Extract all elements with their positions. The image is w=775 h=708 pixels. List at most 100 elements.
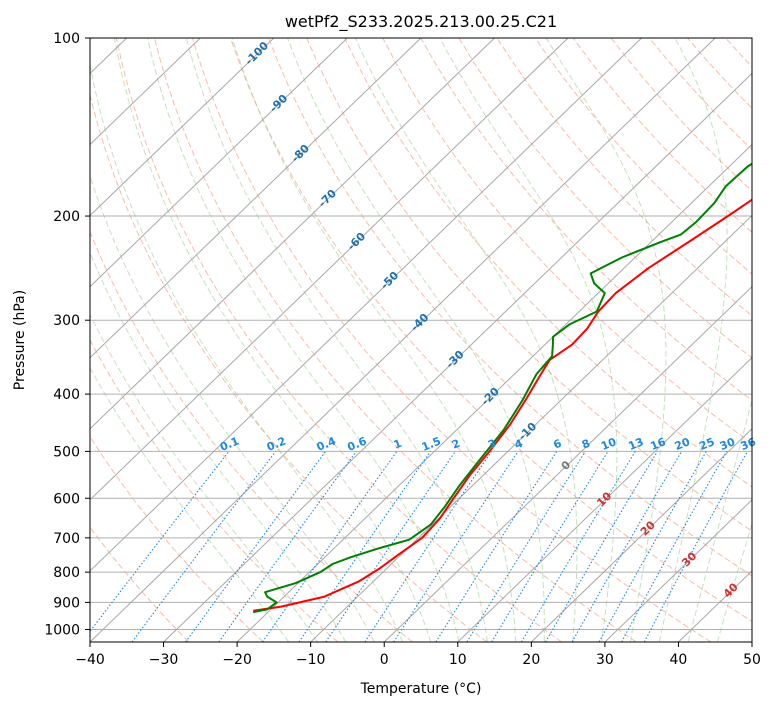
mixing-ratio-label: 1: [392, 437, 404, 452]
moist-adiabat: [231, 38, 517, 642]
moist-adiabat: [147, 38, 460, 642]
mixing-ratio-line: [298, 451, 432, 642]
dry-adiabat: [90, 230, 413, 642]
mixing-ratio-line: [598, 451, 707, 642]
dry-adiabat: [230, 38, 752, 622]
y-tick-label: 700: [53, 531, 80, 547]
x-tick-label: −20: [222, 652, 252, 668]
mixing-ratio-line: [185, 451, 327, 642]
mixing-ratio-label: 10: [599, 435, 618, 453]
isotherm-gridline: [457, 357, 752, 642]
dry-adiabat: [90, 435, 264, 642]
moist-adiabat: [90, 61, 404, 642]
dry-adiabat: [764, 38, 775, 642]
dry-adiabat: [496, 38, 752, 317]
moist-adiabat: [545, 38, 667, 642]
isotherm-gridline: [751, 641, 752, 642]
mixing-ratio-label: 8: [580, 437, 592, 452]
mixing-ratio-label: 20: [673, 435, 692, 453]
mixing-ratio-line: [621, 451, 728, 642]
plot-frame: [89, 37, 753, 643]
isotherm-gridline: [310, 214, 752, 642]
y-axis-label: Pressure (hPa): [12, 290, 28, 390]
dry-adiabat: [153, 38, 637, 642]
isotherm-gridline: [90, 38, 201, 146]
isotherm-gridline: [90, 38, 569, 501]
moist-adiabat: [90, 251, 347, 642]
isotherm-gridline: [90, 38, 348, 288]
dry-adiabat: [90, 92, 488, 642]
y-tick-label: 500: [53, 444, 80, 460]
y-tick-label: 200: [53, 209, 80, 225]
x-tick-label: −10: [296, 652, 326, 668]
mixing-ratio-label: 2: [450, 437, 462, 452]
x-tick-label: 0: [380, 652, 389, 668]
dry-adiabat: [344, 38, 752, 488]
isotherm-gridline: [90, 38, 642, 572]
isotherm-gridline: [90, 38, 275, 217]
mixing-ratio-line: [262, 451, 398, 642]
isotherm-gridline: [383, 285, 752, 642]
y-tick-label: 100: [53, 31, 80, 47]
mixing-ratio-line: [435, 451, 558, 642]
plot-background: [90, 38, 752, 642]
y-tick-label: 800: [53, 565, 80, 581]
moist-adiabat: [687, 398, 752, 642]
mixing-ratio-label: 30: [718, 435, 737, 453]
y-tick-label: 300: [53, 313, 80, 329]
moist-adiabat: [113, 38, 432, 642]
dry-adiabat: [90, 338, 339, 642]
moist-adiabat: [287, 38, 545, 642]
mixing-ratio-line: [90, 451, 230, 633]
isotherm-gridline: [530, 428, 752, 642]
mixing-ratio-line: [643, 451, 748, 642]
moist-adiabat: [354, 38, 578, 642]
moist-adiabat: [658, 38, 728, 642]
mixing-ratio-label: 3: [486, 437, 498, 452]
grid-layer: [90, 38, 775, 642]
x-axis: −40 −30 −20 −10 0 10 20 30 40 50: [75, 642, 761, 668]
dry-adiabat: [420, 38, 752, 402]
y-tick-label: 1000: [44, 622, 80, 638]
mixing-ratio-line: [393, 451, 519, 642]
isotherm-gridline: [90, 38, 422, 359]
isotherm-gridline: [604, 499, 752, 642]
mixing-ratio-line: [491, 451, 609, 642]
dewpoint-line: [253, 162, 752, 614]
mixing-ratio-label: 25: [697, 435, 716, 453]
x-tick-label: 50: [743, 652, 761, 668]
mixing-ratio-line: [325, 451, 456, 642]
mixing-ratio-line: [218, 451, 357, 642]
mixing-ratio-line: [466, 451, 586, 642]
x-tick-label: 20: [522, 652, 540, 668]
moist-adiabat: [90, 366, 290, 642]
dry-adiabat: [458, 38, 752, 359]
chart-title: wetPf2_S233.2025.213.00.25.C21: [285, 12, 557, 32]
x-tick-label: −40: [75, 652, 105, 668]
moist-adiabat: [439, 38, 618, 642]
x-tick-label: 40: [670, 652, 688, 668]
dry-adiabat: [115, 38, 562, 642]
moist-adiabat: [185, 38, 488, 642]
y-tick-label: 600: [53, 491, 80, 507]
mixing-ratio-label: 36: [739, 435, 758, 453]
dry-adiabat: [268, 38, 752, 577]
isotherm-gridline: [90, 38, 716, 642]
mixing-ratio-label: 13: [626, 435, 645, 453]
dry-adiabat: [90, 526, 190, 642]
x-tick-label: −30: [149, 652, 179, 668]
y-tick-label: 400: [53, 387, 80, 403]
isotherm-gridline: [90, 38, 495, 430]
mixing-ratio-line: [131, 451, 277, 642]
x-tick-label: 10: [449, 652, 467, 668]
dry-adiabat: [306, 38, 752, 532]
x-tick-label: 30: [596, 652, 614, 668]
isotherm-gridline: [163, 72, 752, 642]
x-axis-label: Temperature (°C): [360, 681, 482, 697]
moist-adiabat: [716, 522, 752, 642]
isotherm-gridline: [236, 143, 752, 642]
dry-adiabat: [191, 38, 712, 642]
series-layer: [253, 162, 752, 614]
y-tick-label: 900: [53, 595, 80, 611]
